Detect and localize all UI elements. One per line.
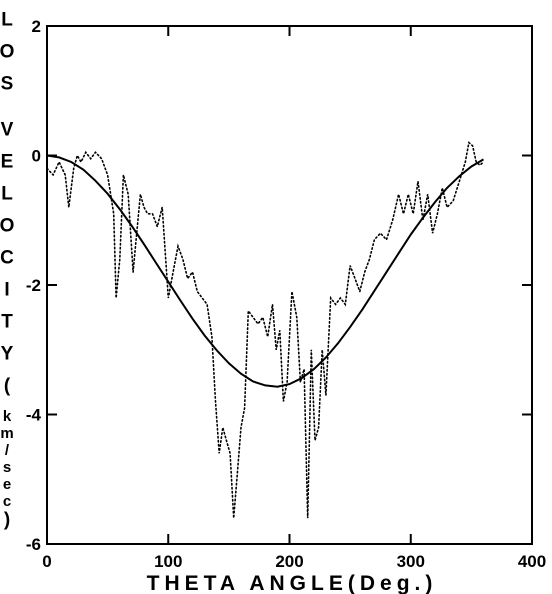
y-axis-title-char: Y — [1, 344, 14, 365]
plot-area — [46, 25, 533, 545]
series-solid-line — [46, 154, 485, 388]
y-axis-title-char: e — [3, 476, 11, 493]
y-axis-title-char: C — [0, 248, 14, 269]
axis-ticks — [46, 25, 533, 545]
y-axis-title-char: c — [3, 493, 11, 510]
y-tick-label: 2 — [32, 17, 41, 36]
y-axis-title-char: V — [1, 120, 14, 141]
y-axis-title-char: m — [0, 425, 13, 442]
x-tick-label: 300 — [397, 552, 425, 571]
y-axis-title-char: T — [1, 312, 13, 333]
y-axis-title-char: O — [0, 42, 14, 63]
y-axis-title-char: s — [3, 459, 11, 476]
y-tick-label: -6 — [26, 535, 41, 554]
x-tick-label: 0 — [42, 552, 51, 571]
y-axis-title-char: E — [1, 152, 14, 173]
axis-labels: 0 100 200 300 400 2 0 -2 -4 -6 — [26, 17, 546, 571]
y-axis-title-char: I — [4, 280, 9, 301]
y-tick-label: 0 — [32, 147, 41, 166]
x-tick-label: 200 — [275, 552, 303, 571]
y-axis-title-char: k — [3, 408, 12, 425]
y-axis-title-char: ) — [4, 510, 10, 531]
y-axis-title-char: L — [1, 10, 13, 31]
y-axis-title-char: L — [1, 184, 13, 205]
x-axis-title: THETA ANGLE(Deg.) — [147, 572, 438, 594]
x-tick-label: 400 — [518, 552, 546, 571]
y-axis-title-char: S — [1, 74, 14, 95]
plot-frame — [46, 25, 533, 545]
series-dotted-line — [46, 141, 485, 519]
y-tick-label: -4 — [26, 406, 42, 425]
y-axis-title-char: / — [5, 442, 10, 459]
y-axis-title-char: O — [0, 216, 14, 237]
y-axis-title-char: ( — [4, 376, 11, 397]
x-tick-label: 100 — [154, 552, 182, 571]
y-tick-label: -2 — [26, 276, 41, 295]
